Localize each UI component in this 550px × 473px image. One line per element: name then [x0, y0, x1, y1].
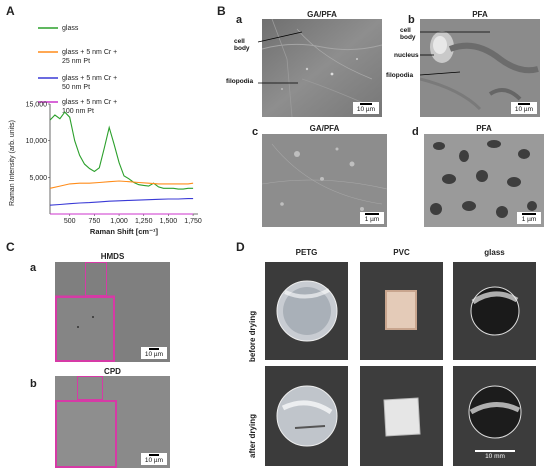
scale-bar-b-d: 1 µm [517, 212, 541, 224]
y-tick-label: 5,000 [29, 175, 47, 182]
column-header-pvc: PVC [393, 248, 410, 257]
panel-label-c: C [6, 240, 15, 254]
photo-petg-after [265, 366, 348, 466]
annotation-arrow-cell-body-a [257, 31, 303, 43]
sem-image-hmds: 10 µm [55, 262, 170, 362]
zoom-inset-cpd [55, 400, 117, 468]
panel-label-b: B [217, 4, 226, 18]
legend-label: glass + 5 nm Cr +100 nm Pt [62, 99, 117, 115]
series-line [49, 198, 194, 206]
panel-label-b-c: c [252, 126, 259, 138]
chart-legend: glass glass + 5 nm Cr +25 nm Pt glass + 5 … [38, 25, 117, 115]
chart-axes: 500 750 1,000 1,250 1,500 1,750 5,000 10,000 15,… [9, 102, 202, 237]
panel-b-c-title: GA/PFA [309, 124, 340, 133]
photo-glass-after: 10 mm [453, 366, 536, 466]
panel-label-c-b: b [30, 378, 37, 390]
x-axis-label: Raman Shift [cm⁻¹] [90, 227, 159, 236]
panel-label-a: A [6, 4, 15, 18]
sem-image-pfa-surface: 1 µm [424, 134, 544, 227]
panel-label-d: D [236, 240, 245, 254]
photo-pvc-after [360, 366, 443, 466]
row-label-after-drying: after drying [248, 413, 257, 458]
x-tick-label: 1,750 [184, 218, 202, 225]
y-tick-label: 15,000 [26, 102, 48, 109]
x-tick-label: 1,000 [110, 218, 128, 225]
y-tick-label: 10,000 [26, 138, 48, 145]
sem-image-ga-pfa-cell: 10 µm [262, 19, 382, 117]
sem-texture [420, 19, 540, 117]
scale-bar-b-a: 10 µm [353, 102, 379, 114]
scale-bar-b-b: 10 µm [511, 102, 537, 114]
annotation-nucleus-b: nucleus [394, 52, 419, 59]
x-tick-label: 1,250 [135, 218, 153, 225]
zoom-region-box [85, 262, 107, 296]
panel-b-d-title: PFA [476, 124, 492, 133]
y-axis-label: Raman Intensity (arb. units) [9, 120, 16, 206]
scale-bar-b-c: 1 µm [360, 212, 384, 224]
column-header-glass: glass [484, 248, 505, 257]
row-label-before-drying: before drying [248, 310, 257, 362]
panel-label-b-d: d [412, 126, 419, 138]
sem-texture [262, 19, 382, 117]
panel-c-b-title: CPD [104, 367, 121, 376]
sem-image-cpd: 10 µm [55, 376, 170, 468]
sem-image-pfa-cell: 10 µm [420, 19, 540, 117]
x-tick-label: 750 [89, 218, 101, 225]
scale-bar-c-a: 10 µm [141, 347, 167, 359]
legend-label: glass + 5 nm Cr +25 nm Pt [62, 49, 117, 65]
scale-bar-c-b: 10 µm [141, 453, 167, 465]
legend-label: glass + 5 nm Cr +50 nm Pt [62, 75, 117, 91]
x-tick-label: 1,500 [160, 218, 178, 225]
raman-chart: glass glass + 5 nm Cr +25 nm Pt glass + 5 … [9, 25, 202, 237]
photo-pvc-before [360, 262, 443, 360]
annotation-arrow-filopodia-a [258, 82, 298, 84]
sem-image-ga-pfa-surface: 1 µm [262, 134, 387, 227]
scale-bar-d: 10 mm [475, 450, 515, 460]
annotation-arrows-b [420, 31, 490, 76]
series-line [49, 111, 194, 190]
sem-texture [262, 134, 387, 227]
panel-b-b-title: PFA [472, 10, 488, 19]
panel-label-c-a: a [30, 262, 37, 274]
legend-label: glass [62, 25, 79, 32]
panel-c-a-title: HMDS [100, 252, 125, 261]
annotation-filopodia-a: filopodia [226, 78, 254, 85]
column-header-petg: PETG [295, 248, 318, 257]
zoom-connector [55, 295, 115, 297]
photo-petg-before [265, 262, 348, 360]
zoom-inset-hmds [55, 296, 115, 362]
photo-glass-before [453, 262, 536, 360]
zoom-region-box [77, 376, 103, 400]
annotation-cell-body-a: cell body [234, 38, 250, 52]
x-tick-label: 500 [64, 218, 76, 225]
sem-texture [424, 134, 544, 227]
chart-series [49, 111, 194, 215]
series-line [49, 180, 194, 189]
panel-label-b-a: a [236, 14, 243, 26]
panel-b-a-title: GA/PFA [307, 10, 337, 19]
panel-label-b-b: b [408, 14, 415, 26]
annotation-cell-body-b: cell body [400, 27, 416, 41]
annotation-filopodia-b: filopodia [386, 72, 414, 79]
